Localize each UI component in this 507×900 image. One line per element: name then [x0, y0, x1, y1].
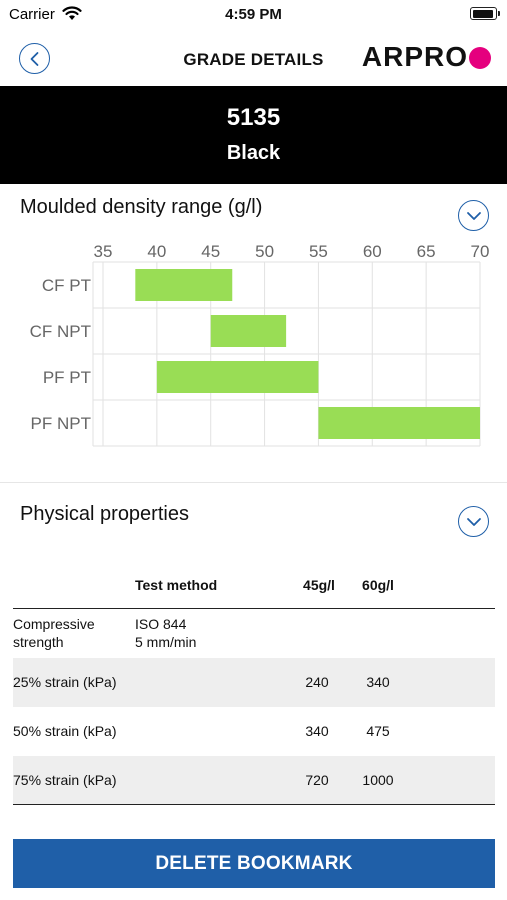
brand-logo-dot: [469, 47, 491, 69]
delete-bookmark-button[interactable]: DELETE BOOKMARK: [13, 839, 495, 888]
y-category-label: CF PT: [42, 276, 91, 295]
x-tick-label: 40: [147, 242, 166, 261]
carrier-label: Carrier: [9, 6, 55, 23]
x-tick-label: 55: [309, 242, 328, 261]
status-time: 4:59 PM: [225, 6, 282, 23]
properties-section-title: Physical properties: [20, 503, 189, 525]
density-range-bar: [210, 315, 287, 347]
property-cell: 50% strain (kPa): [13, 723, 117, 739]
density-toggle-button[interactable]: [458, 200, 489, 231]
table-row: 75% strain (kPa) 720 1000: [13, 756, 495, 805]
status-bar: Carrier 4:59 PM: [0, 0, 507, 30]
brand-logo: ARPRO: [361, 41, 491, 72]
value-60-cell: 1000: [362, 772, 394, 788]
grade-code: 5135: [226, 104, 281, 131]
header-60gl: 60g/l: [362, 577, 394, 593]
density-chart: 35 40 45 50 55 60 65 70 CF PT CF NPT PF PT PF NPT: [0, 236, 507, 466]
density-section-title: Moulded density range (g/l): [20, 196, 263, 218]
properties-table: Test method 45g/l 60g/l Compressive stre…: [13, 563, 495, 805]
y-category-label: CF NPT: [30, 322, 91, 341]
property-cell: 25% strain (kPa): [13, 674, 117, 690]
x-tick-label: 50: [255, 242, 274, 261]
header-test-method: Test method: [135, 577, 218, 593]
value-60-cell: 475: [366, 723, 390, 739]
value-45-cell: 240: [305, 674, 329, 690]
density-range-bar: [318, 407, 480, 439]
back-button[interactable]: [19, 43, 50, 74]
y-category-label: PF PT: [43, 368, 91, 387]
grade-color-name: Black: [226, 142, 281, 164]
y-category-label: PF NPT: [31, 414, 91, 433]
chevron-down-icon: [467, 518, 481, 526]
nav-bar: GRADE DETAILS ARPRO: [0, 30, 507, 86]
x-tick-label: 45: [201, 242, 220, 261]
chevron-left-icon: [30, 52, 39, 66]
x-tick-label: 35: [94, 242, 113, 261]
chevron-down-icon: [467, 212, 481, 220]
value-45-cell: 340: [305, 723, 329, 739]
density-range-bar: [156, 361, 319, 393]
brand-logo-text: ARPRO: [361, 41, 468, 72]
value-45-cell: 720: [305, 772, 329, 788]
table-row: Compressive strength ISO 844 5 mm/min: [13, 609, 495, 658]
method-cell: ISO 844 5 mm/min: [135, 616, 197, 650]
page-title: GRADE DETAILS: [183, 50, 324, 69]
x-tick-label: 60: [363, 242, 382, 261]
x-tick-label: 70: [471, 242, 490, 261]
wifi-icon: [62, 6, 82, 20]
value-60-cell: 340: [366, 674, 390, 690]
property-cell: Compressive strength: [13, 616, 95, 650]
table-row: 25% strain (kPa) 240 340: [13, 658, 495, 707]
header-45gl: 45g/l: [303, 577, 335, 593]
battery-icon: [470, 7, 500, 20]
density-range-bar: [135, 269, 233, 301]
section-divider: [0, 482, 507, 483]
grade-banner: 5135 Black: [0, 86, 507, 184]
table-header: Test method 45g/l 60g/l: [13, 563, 495, 609]
x-tick-label: 65: [417, 242, 436, 261]
table-row: 50% strain (kPa) 340 475: [13, 707, 495, 756]
property-cell: 75% strain (kPa): [13, 772, 117, 788]
properties-toggle-button[interactable]: [458, 506, 489, 537]
density-chart-svg: 35 40 45 50 55 60 65 70 CF PT CF NPT PF PT PF NPT: [30, 242, 490, 447]
